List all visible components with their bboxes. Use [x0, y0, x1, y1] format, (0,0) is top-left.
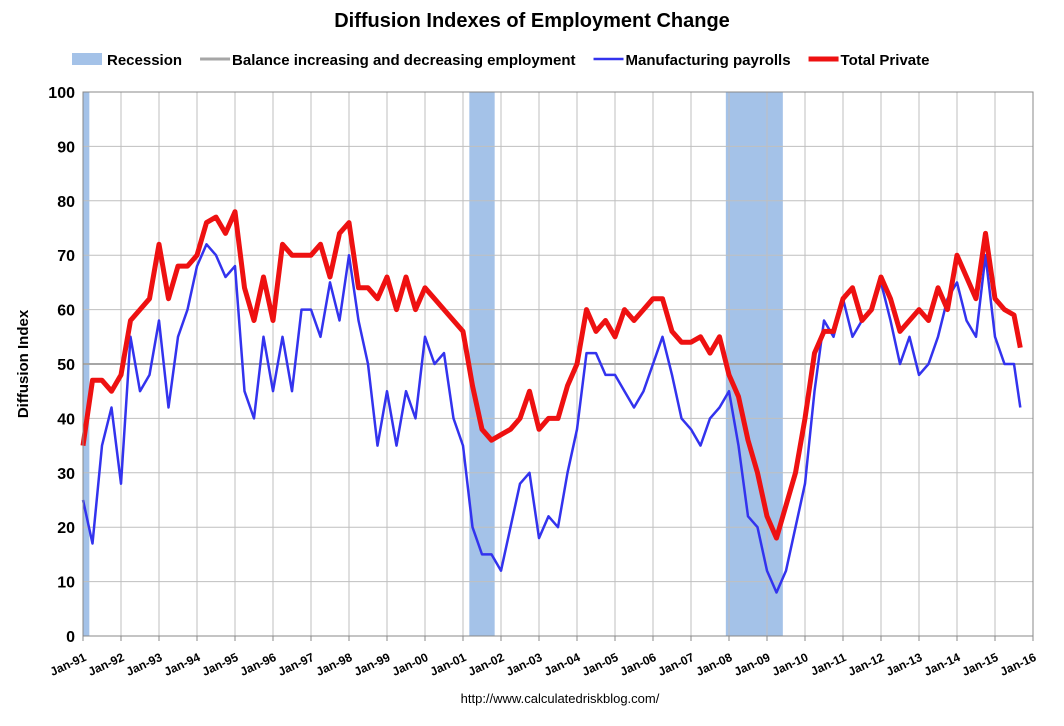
y-tick-label: 90	[57, 139, 75, 156]
legend-label: Recession	[107, 52, 182, 69]
y-tick-label: 100	[48, 85, 75, 102]
legend-swatch	[72, 53, 102, 65]
y-tick-label: 40	[57, 411, 75, 428]
series-line	[80, 209, 1023, 541]
y-tick-label: 30	[57, 466, 75, 483]
chart-title: Diffusion Indexes of Employment Change	[334, 10, 730, 32]
y-tick-label: 10	[57, 575, 75, 592]
legend-label: Balance increasing and decreasing employ…	[232, 52, 575, 69]
y-tick-label: 20	[57, 520, 75, 537]
y-tick-label: 60	[57, 303, 75, 320]
legend-label: Total Private	[841, 52, 930, 69]
y-tick-label: 80	[57, 194, 75, 211]
legend-label: Manufacturing payrolls	[626, 52, 791, 69]
y-axis-label: Diffusion Index	[15, 309, 32, 418]
source: http://www.calculatedriskblog.com/	[461, 691, 660, 706]
y-tick-label: 70	[57, 248, 75, 265]
y-tick-label: 0	[66, 629, 75, 646]
plot-border	[82, 91, 1034, 637]
y-tick-label: 50	[57, 357, 75, 374]
